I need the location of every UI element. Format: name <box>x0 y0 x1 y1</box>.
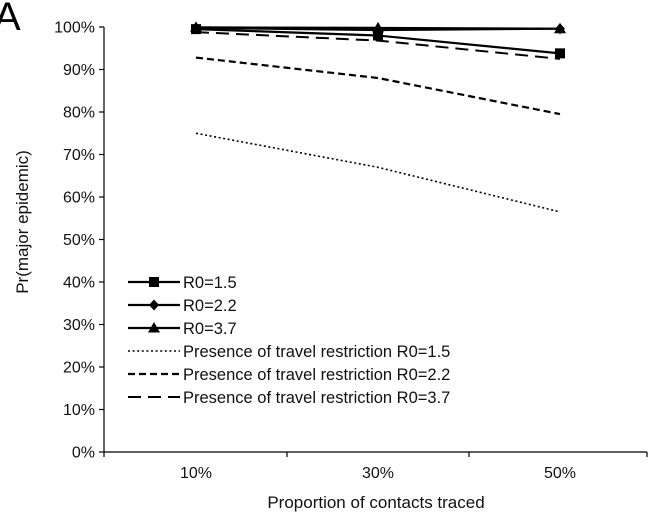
legend: R0=1.5 R0=2.2 R0=3.7 Presence of travel res… <box>128 274 450 407</box>
y-tick-label: 40% <box>63 275 95 292</box>
legend-label: R0=2.2 <box>183 297 237 315</box>
panel-label: A <box>0 0 21 39</box>
marker-square <box>149 277 159 287</box>
y-tick-label: 100% <box>54 20 95 37</box>
axes: 0% 10% 20% 30% 40% 50% 60% 70% 80% 90% 100% 10% 30% 5… <box>54 20 648 482</box>
legend-label: R0=1.5 <box>183 274 237 292</box>
series-layer <box>190 21 566 213</box>
legend-entry: R0=1.5 <box>128 274 237 292</box>
legend-entry: Presence of travel restriction R0=2.2 <box>128 366 450 384</box>
y-tick-label: 20% <box>63 360 95 377</box>
series-line <box>195 56 561 116</box>
x-tick-label: 10% <box>180 465 212 482</box>
y-tick-label: 90% <box>63 62 95 79</box>
series-5 <box>195 56 561 116</box>
y-tick-label: 0% <box>72 445 95 462</box>
y-tick-label: 50% <box>63 232 95 249</box>
legend-entry: R0=2.2 <box>128 297 237 315</box>
marker-triangle <box>372 21 384 33</box>
y-tick-label: 60% <box>63 190 95 207</box>
series-6 <box>195 31 561 60</box>
y-tick-label: 80% <box>63 105 95 122</box>
y-tick-label: 70% <box>63 147 95 164</box>
series-3 <box>190 21 566 34</box>
x-axis-title: Proportion of contacts traced <box>267 493 484 512</box>
legend-entry: Presence of travel restriction R0=1.5 <box>128 343 450 361</box>
y-tick-label: 30% <box>63 317 95 334</box>
legend-entry: R0=3.7 <box>128 320 237 338</box>
marker-square <box>555 48 565 59</box>
x-tick-label: 50% <box>544 465 576 482</box>
legend-label: Presence of travel restriction R0=3.7 <box>183 389 450 407</box>
legend-entry: Presence of travel restriction R0=3.7 <box>128 389 450 407</box>
x-tick-label: 30% <box>362 465 394 482</box>
marker-square <box>373 30 383 41</box>
legend-label: Presence of travel restriction R0=2.2 <box>183 366 450 384</box>
marker-triangle <box>554 22 566 34</box>
legend-label: R0=3.7 <box>183 320 237 338</box>
marker-triangle <box>148 322 160 333</box>
legend-label: Presence of travel restriction R0=1.5 <box>183 343 450 361</box>
marker-diamond <box>149 299 159 311</box>
marker-triangle <box>190 21 202 32</box>
y-axis-title: Pr(major epidemic) <box>13 150 32 294</box>
series-line <box>195 31 561 60</box>
series-line <box>195 132 561 213</box>
y-tick-label: 10% <box>63 402 95 419</box>
series-4 <box>195 132 561 213</box>
